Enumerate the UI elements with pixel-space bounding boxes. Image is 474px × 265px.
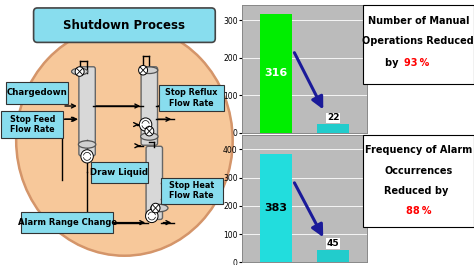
Bar bbox=[260, 154, 292, 262]
Circle shape bbox=[145, 126, 154, 136]
Circle shape bbox=[138, 65, 147, 75]
Ellipse shape bbox=[141, 67, 158, 74]
Ellipse shape bbox=[72, 68, 88, 75]
FancyBboxPatch shape bbox=[161, 178, 223, 204]
FancyBboxPatch shape bbox=[91, 162, 148, 183]
FancyBboxPatch shape bbox=[21, 212, 113, 233]
FancyBboxPatch shape bbox=[6, 82, 68, 104]
Bar bbox=[260, 14, 292, 132]
FancyBboxPatch shape bbox=[79, 67, 95, 156]
Circle shape bbox=[81, 150, 93, 163]
FancyBboxPatch shape bbox=[363, 135, 474, 227]
Text: Draw Liquid: Draw Liquid bbox=[91, 168, 148, 177]
FancyBboxPatch shape bbox=[159, 85, 224, 111]
Text: 45: 45 bbox=[327, 239, 339, 248]
Ellipse shape bbox=[78, 141, 96, 148]
Text: Alarm Range Change: Alarm Range Change bbox=[18, 218, 117, 227]
Text: 316: 316 bbox=[264, 68, 288, 78]
Text: Reduced by: Reduced by bbox=[384, 186, 452, 196]
Text: Number of Manual: Number of Manual bbox=[367, 16, 469, 25]
FancyBboxPatch shape bbox=[363, 5, 474, 84]
Circle shape bbox=[146, 209, 158, 223]
Text: 22: 22 bbox=[327, 113, 339, 122]
Circle shape bbox=[16, 25, 233, 256]
Text: by: by bbox=[385, 58, 401, 68]
Text: Operations Reduced: Operations Reduced bbox=[363, 36, 474, 46]
FancyBboxPatch shape bbox=[34, 8, 215, 42]
Text: 383: 383 bbox=[264, 203, 288, 213]
Bar bbox=[318, 124, 349, 132]
Text: Chargedown: Chargedown bbox=[7, 88, 68, 97]
Bar bbox=[318, 250, 349, 262]
Text: Stop Feed
Flow Rate: Stop Feed Flow Rate bbox=[9, 115, 55, 134]
Text: Stop Reflux
Flow Rate: Stop Reflux Flow Rate bbox=[165, 88, 218, 108]
FancyBboxPatch shape bbox=[146, 146, 163, 219]
Ellipse shape bbox=[151, 204, 168, 212]
Circle shape bbox=[75, 67, 84, 76]
Text: Shutdown Process: Shutdown Process bbox=[64, 19, 185, 32]
Text: 93 %: 93 % bbox=[404, 58, 429, 68]
Text: Frequency of Alarm: Frequency of Alarm bbox=[365, 145, 472, 155]
Circle shape bbox=[151, 203, 160, 213]
Text: Stop Heat
Flow Rate: Stop Heat Flow Rate bbox=[169, 181, 214, 201]
Text: 88 %: 88 % bbox=[406, 206, 431, 217]
Ellipse shape bbox=[141, 133, 158, 140]
FancyBboxPatch shape bbox=[141, 67, 157, 145]
Text: Occurrences: Occurrences bbox=[384, 166, 452, 176]
Circle shape bbox=[139, 118, 152, 131]
FancyBboxPatch shape bbox=[1, 111, 64, 138]
